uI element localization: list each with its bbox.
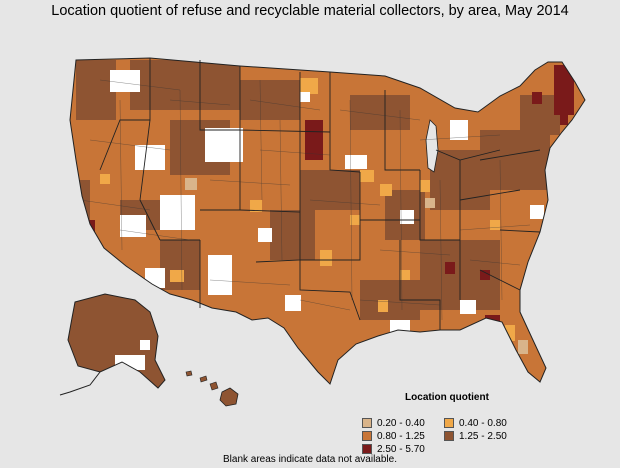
legend-swatch (444, 431, 454, 441)
map-legend: Location quotient 0.20 - 0.40 0.40 - 0.8… (362, 392, 532, 455)
legend-item: 1.25 - 2.50 (444, 430, 534, 442)
legend-label: 0.20 - 0.40 (377, 417, 425, 429)
map-title: Location quotient of refuse and recyclab… (51, 3, 569, 19)
legend-item: 0.80 - 1.25 (362, 430, 444, 442)
legend-swatch (362, 444, 372, 454)
legend-items: 0.20 - 0.40 0.40 - 0.80 0.80 - 1.25 1.25… (362, 417, 532, 455)
legend-label: 0.40 - 0.80 (459, 417, 507, 429)
legend-swatch (362, 418, 372, 428)
legend-item: 2.50 - 5.70 (362, 443, 444, 455)
legend-label: 2.50 - 5.70 (377, 443, 425, 455)
legend-title: Location quotient (405, 392, 489, 403)
footnote: Blank areas indicate data not available. (222, 454, 397, 465)
legend-item: 0.40 - 0.80 (444, 417, 534, 429)
alaska (59, 293, 166, 396)
legend-swatch (444, 418, 454, 428)
legend-label: 0.80 - 1.25 (377, 430, 425, 442)
hawaii (185, 370, 239, 407)
legend-label: 1.25 - 2.50 (459, 430, 507, 442)
legend-item: 0.20 - 0.40 (362, 417, 444, 429)
legend-swatch (362, 431, 372, 441)
